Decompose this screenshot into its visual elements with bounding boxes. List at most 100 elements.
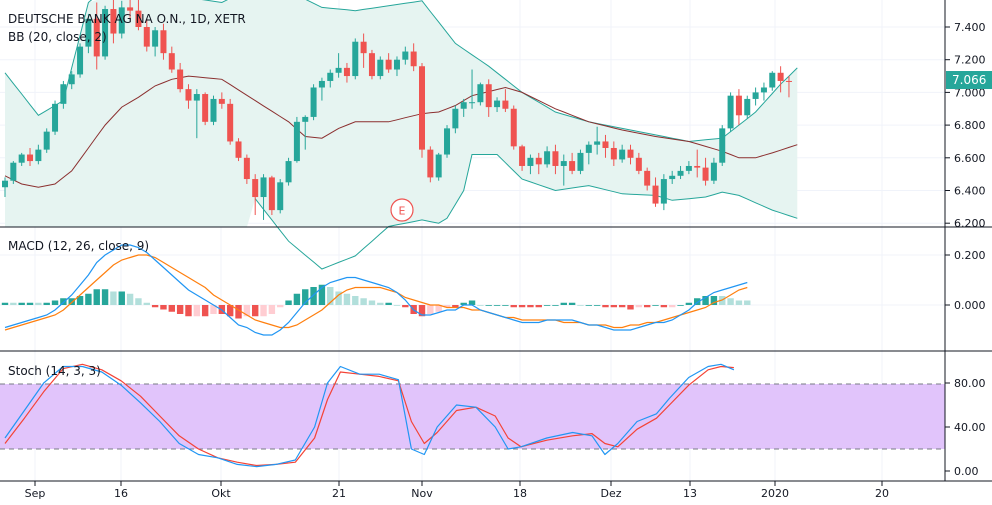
candle[interactable] <box>710 157 717 184</box>
candle[interactable] <box>327 69 334 88</box>
candle[interactable] <box>610 141 617 166</box>
stoch-axis[interactable]: 80.00 40.00 0.00 <box>945 377 986 478</box>
candle[interactable] <box>235 138 242 162</box>
candle[interactable] <box>360 33 367 68</box>
candle[interactable] <box>735 89 742 126</box>
candle[interactable] <box>393 56 400 77</box>
candle[interactable] <box>785 76 792 98</box>
candle[interactable] <box>10 161 17 184</box>
candle[interactable] <box>544 146 551 168</box>
candle[interactable] <box>719 125 726 166</box>
candle[interactable] <box>435 152 442 181</box>
candle[interactable] <box>268 175 275 216</box>
candle[interactable] <box>585 141 592 165</box>
candle[interactable] <box>343 62 350 83</box>
candle[interactable] <box>535 152 542 175</box>
candle[interactable] <box>135 0 142 31</box>
candle[interactable] <box>102 5 109 60</box>
candle[interactable] <box>160 23 167 60</box>
candle[interactable] <box>310 84 317 121</box>
candle[interactable] <box>318 77 325 101</box>
candle[interactable] <box>193 89 200 139</box>
candle[interactable] <box>452 105 459 134</box>
candle[interactable] <box>469 69 476 109</box>
candle[interactable] <box>669 170 676 184</box>
candle[interactable] <box>302 115 309 150</box>
candle[interactable] <box>652 177 659 207</box>
candle[interactable] <box>52 100 59 135</box>
candle[interactable] <box>377 56 384 80</box>
candle[interactable] <box>619 144 626 163</box>
candle[interactable] <box>368 49 375 80</box>
candle[interactable] <box>202 92 209 126</box>
candle[interactable] <box>660 174 667 211</box>
candle[interactable] <box>60 80 67 109</box>
candle[interactable] <box>85 13 92 54</box>
earnings-marker-circle[interactable] <box>390 198 414 222</box>
candle[interactable] <box>727 92 734 132</box>
candle[interactable] <box>427 146 434 183</box>
candle[interactable] <box>118 0 125 39</box>
candle[interactable] <box>410 43 417 72</box>
candle[interactable] <box>485 79 492 117</box>
candle[interactable] <box>68 71 75 90</box>
candle[interactable] <box>744 95 751 119</box>
candle[interactable] <box>502 89 509 113</box>
candle[interactable] <box>527 154 534 175</box>
price-pane[interactable]: E DEUTSCHE BANK AG NA O.N., 1D, XETR BB … <box>2 0 798 270</box>
candle[interactable] <box>293 116 300 163</box>
candle[interactable] <box>243 154 250 184</box>
candle[interactable] <box>685 161 692 175</box>
stoch-indicator-label[interactable]: Stoch (14, 3, 3) <box>8 364 101 378</box>
candle[interactable] <box>77 43 84 78</box>
candle[interactable] <box>460 98 467 117</box>
candle[interactable] <box>594 126 601 155</box>
candle[interactable] <box>569 152 576 175</box>
candle[interactable] <box>402 46 409 65</box>
price-axis[interactable]: 7.400 7.200 7.000 6.800 6.600 6.400 6.200 <box>945 21 986 230</box>
candle[interactable] <box>769 71 776 91</box>
candle[interactable] <box>602 134 609 158</box>
candle[interactable] <box>694 149 701 178</box>
macd-indicator-label[interactable]: MACD (12, 26, close, 9) <box>8 239 149 253</box>
candle[interactable] <box>143 18 150 52</box>
candle[interactable] <box>444 125 451 158</box>
candle[interactable] <box>227 98 234 145</box>
time-axis[interactable]: Sep 16 Okt 21 Nov 18 Dez 13 2020 20 <box>25 481 889 500</box>
candle[interactable] <box>185 84 192 109</box>
candle[interactable] <box>277 179 284 214</box>
candle[interactable] <box>477 82 484 106</box>
candle[interactable] <box>352 38 359 80</box>
candle[interactable] <box>110 0 117 44</box>
candle[interactable] <box>218 92 225 109</box>
candle[interactable] <box>519 144 526 171</box>
candle[interactable] <box>93 2 100 70</box>
candle[interactable] <box>777 66 784 93</box>
candle[interactable] <box>677 165 684 180</box>
candlestick-series[interactable] <box>2 0 792 220</box>
bb-indicator-label[interactable]: BB (20, close, 2) <box>8 30 107 44</box>
candle[interactable] <box>152 27 159 57</box>
candle[interactable] <box>627 144 634 165</box>
candle[interactable] <box>385 53 392 73</box>
candle[interactable] <box>27 147 34 166</box>
candle[interactable] <box>285 157 292 186</box>
candle[interactable] <box>168 46 175 73</box>
candle[interactable] <box>419 62 425 158</box>
candle[interactable] <box>760 82 767 101</box>
candle[interactable] <box>510 105 517 150</box>
candle[interactable] <box>127 0 134 19</box>
candle[interactable] <box>177 62 184 93</box>
candle[interactable] <box>260 174 267 220</box>
candle[interactable] <box>644 167 651 191</box>
candle[interactable] <box>2 177 8 198</box>
candle[interactable] <box>552 144 559 175</box>
candle[interactable] <box>635 152 642 175</box>
earnings-marker[interactable]: E <box>390 198 414 222</box>
candle[interactable] <box>702 157 709 186</box>
candle[interactable] <box>335 53 342 78</box>
candle[interactable] <box>18 152 25 166</box>
candle[interactable] <box>43 128 50 153</box>
candle[interactable] <box>210 95 217 126</box>
candle[interactable] <box>494 97 501 113</box>
